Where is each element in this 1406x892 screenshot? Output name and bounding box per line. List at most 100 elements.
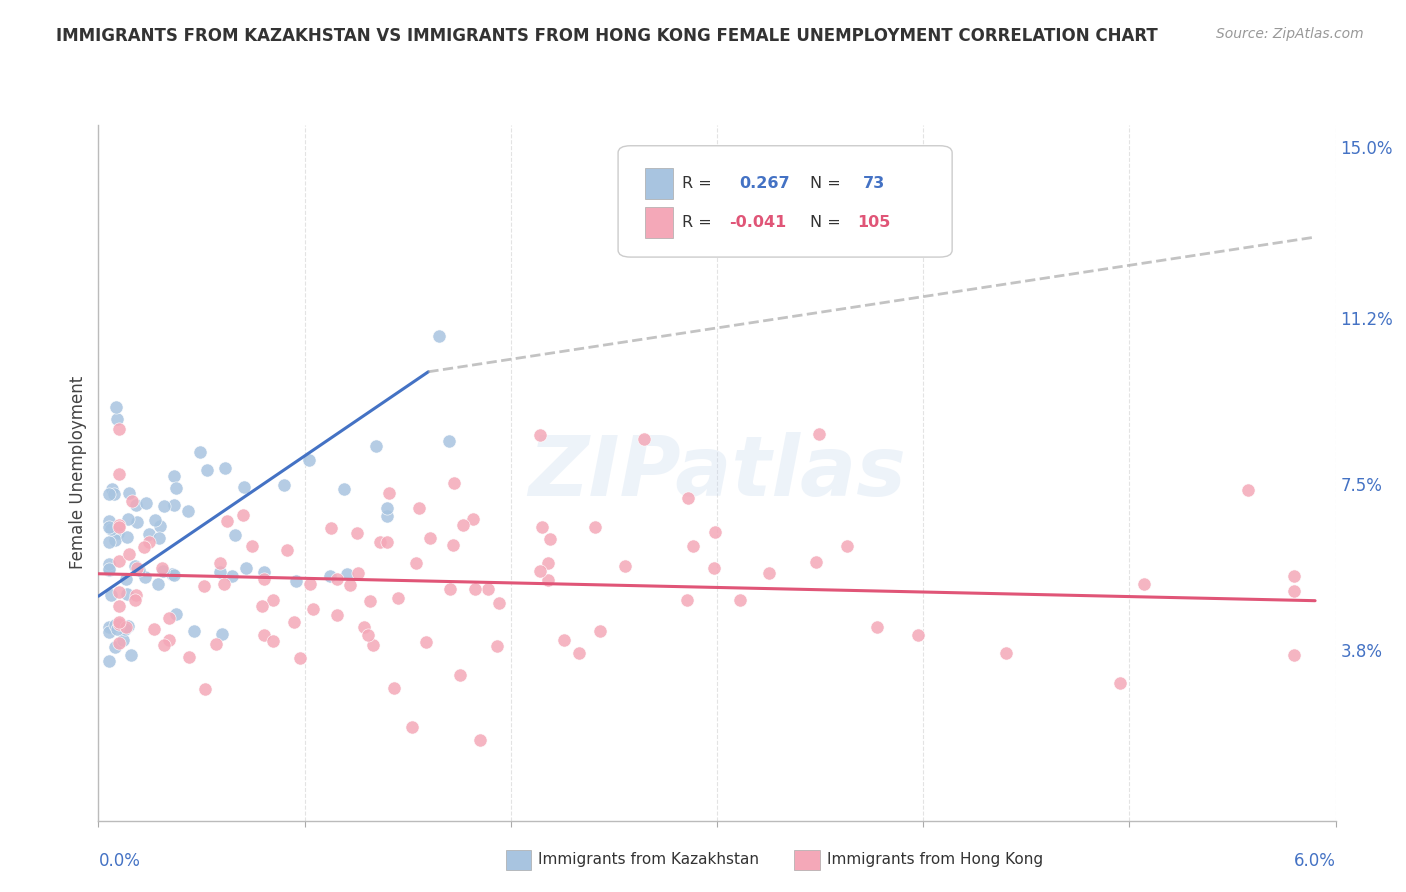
Point <box>108 520 131 534</box>
Text: R =: R = <box>682 215 717 230</box>
Point <box>221 569 243 583</box>
Point <box>188 445 211 459</box>
Point <box>103 487 125 501</box>
Point <box>108 467 131 481</box>
Point <box>101 620 124 634</box>
Point <box>529 564 551 578</box>
Point <box>529 428 551 442</box>
Text: 0.267: 0.267 <box>740 177 790 192</box>
Text: ZIPatlas: ZIPatlas <box>529 433 905 513</box>
Point <box>125 588 148 602</box>
Point <box>193 579 215 593</box>
Point <box>353 620 375 634</box>
Point <box>214 460 236 475</box>
Point <box>1108 676 1130 690</box>
Point <box>1284 648 1306 662</box>
Point <box>665 171 688 186</box>
Text: Source: ZipAtlas.com: Source: ZipAtlas.com <box>1216 27 1364 41</box>
Point <box>408 501 430 516</box>
Point <box>336 566 359 581</box>
Point <box>461 512 484 526</box>
Point <box>100 522 122 536</box>
Point <box>101 482 124 496</box>
Point <box>325 572 347 586</box>
Point <box>1237 483 1260 497</box>
Point <box>134 569 156 583</box>
Text: R =: R = <box>682 177 723 192</box>
Point <box>682 539 704 553</box>
Point <box>157 611 180 625</box>
Point <box>1133 576 1156 591</box>
Bar <box>645 169 672 200</box>
Text: Immigrants from Kazakhstan: Immigrants from Kazakhstan <box>538 853 759 867</box>
Point <box>115 587 138 601</box>
Point <box>419 531 441 545</box>
Point <box>730 592 752 607</box>
Point <box>449 667 471 681</box>
Point <box>97 520 120 534</box>
Point <box>588 624 610 639</box>
Point <box>138 534 160 549</box>
Point <box>114 622 136 636</box>
Point <box>585 520 607 534</box>
Point <box>568 646 591 660</box>
Point <box>359 594 381 608</box>
Point <box>441 538 464 552</box>
Point <box>163 498 186 512</box>
Point <box>108 422 131 436</box>
Point <box>375 534 398 549</box>
Point <box>150 561 173 575</box>
Point <box>453 517 475 532</box>
Point <box>104 533 127 548</box>
Point <box>108 636 131 650</box>
Point <box>108 617 131 632</box>
Point <box>209 565 232 579</box>
Point <box>108 615 131 629</box>
Point <box>204 637 226 651</box>
Point <box>117 618 139 632</box>
Point <box>253 572 276 586</box>
Text: IMMIGRANTS FROM KAZAKHSTAN VS IMMIGRANTS FROM HONG KONG FEMALE UNEMPLOYMENT CORR: IMMIGRANTS FROM KAZAKHSTAN VS IMMIGRANTS… <box>56 27 1159 45</box>
Point <box>758 566 780 581</box>
Point <box>112 632 135 647</box>
Point <box>108 517 131 532</box>
Point <box>118 486 141 500</box>
Point <box>1284 569 1306 583</box>
Point <box>114 620 136 634</box>
Point <box>262 593 284 607</box>
Point <box>375 501 398 516</box>
Text: Immigrants from Hong Kong: Immigrants from Hong Kong <box>827 853 1043 867</box>
Text: 105: 105 <box>856 215 890 230</box>
Point <box>104 618 127 632</box>
Point <box>357 628 380 642</box>
Point <box>183 624 205 638</box>
Point <box>464 582 486 596</box>
Point <box>866 620 889 634</box>
Point <box>162 566 184 581</box>
Point <box>253 628 276 642</box>
Point <box>105 622 128 636</box>
Point <box>994 646 1017 660</box>
Point <box>163 468 186 483</box>
Point <box>166 607 188 621</box>
Y-axis label: Female Unemployment: Female Unemployment <box>69 376 87 569</box>
Point <box>165 482 187 496</box>
Point <box>319 568 342 582</box>
Point <box>703 561 725 575</box>
Point <box>125 499 148 513</box>
Point <box>538 532 561 546</box>
Point <box>146 576 169 591</box>
Text: -0.041: -0.041 <box>730 215 787 230</box>
Point <box>97 655 120 669</box>
Point <box>319 521 342 535</box>
Point <box>149 519 172 533</box>
Point <box>224 527 246 541</box>
Point <box>120 648 142 662</box>
Point <box>115 530 138 544</box>
Point <box>98 487 121 501</box>
Point <box>326 607 349 622</box>
Point <box>108 554 131 568</box>
Point <box>162 568 184 582</box>
Point <box>211 627 233 641</box>
Point <box>302 602 325 616</box>
